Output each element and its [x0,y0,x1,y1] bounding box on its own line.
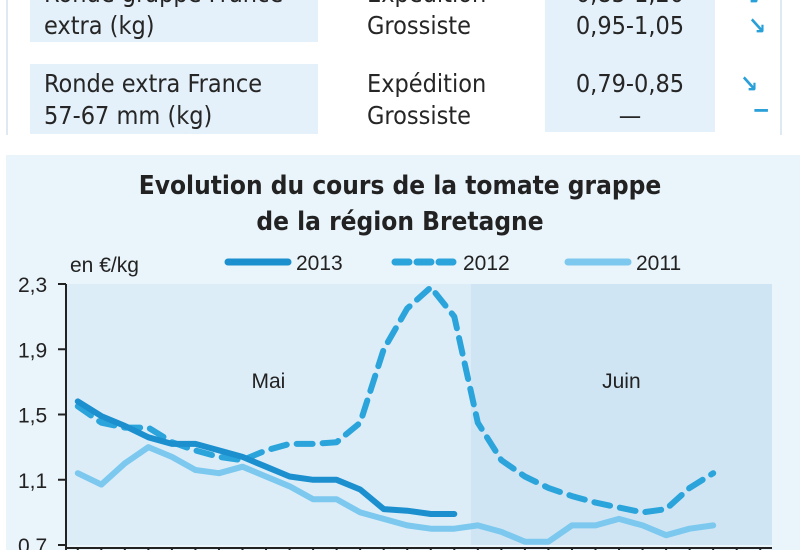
trend-down-icon: ↘ [742,0,760,10]
series-line-2013 [74,398,458,517]
y-tick-label: 2,3 [18,274,47,297]
chart-title: Evolution du cours de la tomate grappe d… [0,168,800,240]
month-label: Juin [602,370,641,393]
legend-label-2011: 2011 [636,252,681,275]
row1-stage: Expédition Grossiste [367,0,486,40]
legend-label-2013: 2013 [296,252,343,275]
month-label: Mai [251,370,285,393]
y-tick-label: 0,7 [18,535,47,550]
month-region-1 [66,284,471,545]
table-cell-bg [30,64,318,134]
trend-flat-icon: − [752,96,771,124]
table-cell-bg [30,0,318,42]
chart-title-text: Evolution du cours de la tomate grappe d… [138,171,662,237]
table-divider [6,0,8,135]
price-column-bg [545,0,715,132]
y-axis-label: en €/kg [70,254,139,277]
series-line-2011 [74,444,717,545]
y-tick-label: 1,9 [18,339,47,362]
price-table: Ronde grappe France extra (kg) Expéditio… [0,0,800,135]
row2-price: 0,79-0,85 — [575,69,685,130]
row2-stage: Expédition Grossiste [367,69,487,130]
legend-label-2012: 2012 [463,252,510,275]
table-divider [780,0,782,135]
trend-down-icon: ↘ [740,70,759,98]
row1-product: Ronde grappe France extra (kg) [44,0,283,40]
trend-down-icon: ↘ [748,12,767,40]
row2-product: Ronde extra France 57-67 mm (kg) [44,69,263,130]
month-region-2 [470,284,772,545]
row1-price: 0,85-1,20 0,95-1,05 [575,0,685,40]
y-tick-label: 1,5 [18,405,47,428]
y-tick-label: 1,1 [18,470,47,493]
